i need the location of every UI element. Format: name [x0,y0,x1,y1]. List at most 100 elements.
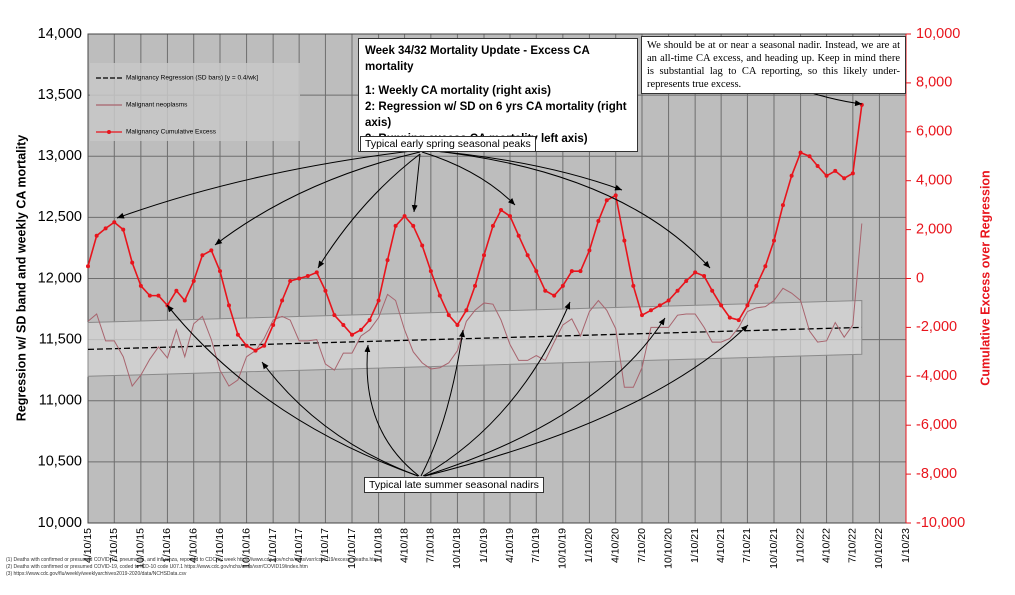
y2-tick-label: -8,000 [916,466,957,482]
point [244,343,249,348]
arrow [214,151,421,246]
marks [86,102,864,388]
x-tick-label: 4/10/18 [398,528,410,563]
arrow [116,149,421,219]
series-line [87,223,863,388]
y-tick-label: 12,000 [38,270,82,286]
x-tick-label: 1/10/17 [267,528,279,563]
point [543,288,548,293]
point [702,274,707,279]
y2-tick-label: 8,000 [916,75,952,91]
point [684,278,689,283]
point [253,348,258,353]
x-tick-label: 10/10/15 [135,528,147,569]
legend-label: Malignant neoplasms [126,102,188,109]
x-tick-label: 10/10/17 [346,528,358,569]
point [218,269,223,274]
point [815,164,820,169]
x-tick-label: 4/10/17 [293,528,305,563]
point [437,293,442,298]
point [280,298,285,303]
x-tick-label: 7/10/22 [847,528,859,563]
point [385,258,390,263]
point [271,322,276,327]
x-tick-label: 1/10/18 [372,528,384,563]
point [482,253,487,258]
title-box: Week 34/32 Mortality Update - Excess CA … [358,38,638,152]
y2-tick-label: 0 [916,270,924,286]
point [226,303,231,308]
point [209,248,214,253]
point [754,283,759,288]
y-axis-title: Regression w/ SD band and weekly CA mort… [14,135,28,421]
y2-tick-label: 4,000 [916,173,952,189]
x-tick-label: 4/10/22 [820,528,832,563]
point [314,270,319,275]
point [490,223,495,228]
annotation: Typical early spring seasonal peaks [360,136,536,152]
arrow [423,317,666,477]
y2-tick-label: 2,000 [916,221,952,237]
series-line [87,326,862,351]
y-tick-label: 10,500 [38,454,82,470]
note-box: We should be at or near a seasonal nadir… [641,36,906,94]
arrow [364,344,420,477]
point [446,313,451,318]
x-tick-label: 10/10/22 [873,528,885,569]
point [534,269,539,274]
x-tick-label: 10/10/19 [557,528,569,569]
point [525,253,530,258]
arrow [424,324,749,477]
point [780,203,785,208]
annotation: Typical late summer seasonal nadirs [364,477,544,493]
point [411,223,416,228]
footnote: (1) Deaths with confirmed or presumed CO… [6,557,378,563]
arrow [421,151,516,206]
y-tick-label: 13,500 [38,87,82,103]
point [191,278,196,283]
point [138,283,143,288]
point [639,313,644,318]
x-tick-label: 10/10/18 [451,528,463,569]
x-tick-label: 4/10/15 [82,528,94,563]
point [824,173,829,178]
x-tick-label: 7/10/15 [108,528,120,563]
title-line: 1: Weekly CA mortality (right axis) [365,85,551,97]
x-tick-label: 7/10/19 [530,528,542,563]
point [288,278,293,283]
spacer [365,75,631,83]
legend: Malignancy Regression (SD bars) [y = 0.4… [90,63,300,141]
point [578,269,583,274]
point [648,308,653,313]
y2-tick-label: -2,000 [916,319,957,335]
chart-title: Week 34/32 Mortality Update - Excess CA … [365,45,590,73]
point [420,243,425,248]
point [850,171,855,176]
point [736,318,741,323]
point [622,238,627,243]
legend-label: Malignancy Cumulative Excess [126,129,217,136]
point [103,226,108,231]
point [235,332,240,337]
y2-tick-label: -4,000 [916,368,957,384]
point [428,269,433,274]
point [807,154,812,159]
x-tick-label: 10/10/16 [240,528,252,569]
point [376,298,381,303]
y2-tick-label: -10,000 [916,515,965,531]
arrow [166,304,419,477]
point [455,322,460,327]
point [631,283,636,288]
point [262,343,267,348]
x-tick-label: 7/10/18 [425,528,437,563]
point [596,219,601,224]
point [112,220,117,225]
point [464,308,469,313]
y-tick-label: 11,000 [39,393,82,409]
x-tick-label: 4/10/20 [609,528,621,563]
point [516,233,521,238]
x-tick-label: 1/10/20 [583,528,595,563]
point [147,293,152,298]
x-tick-label: 1/10/22 [794,528,806,563]
point [393,223,398,228]
